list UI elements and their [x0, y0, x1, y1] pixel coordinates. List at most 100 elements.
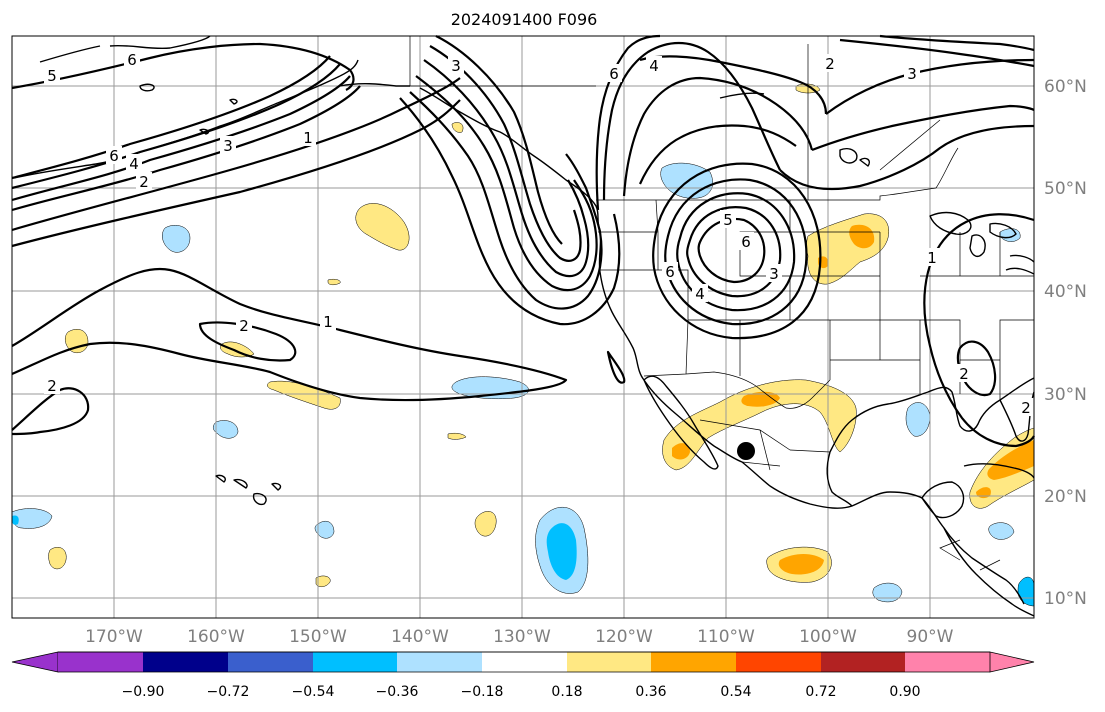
colorbar-tick-label: −0.72: [207, 684, 250, 700]
lat-label: 50°N: [1044, 179, 1087, 199]
great-lakes-coastline: [969, 222, 1017, 258]
lon-label: 160°W: [187, 627, 245, 647]
colorbar-segment: [651, 652, 736, 672]
map-panel: 5 6 3 4 6 2 1 6 3 4 2 5 6 3: [11, 34, 1035, 619]
contour-line: [11, 99, 461, 248]
contour-line: [11, 77, 461, 232]
hawaii-coastline: [215, 474, 282, 506]
positive-anomaly-patch: [447, 432, 467, 440]
colorbar-segment: [821, 652, 905, 672]
positive-anomaly-core: [849, 224, 875, 249]
colorbar-tick-label: −0.54: [292, 684, 335, 700]
us-mexico-border: [643, 371, 831, 409]
colorbar-segment: [397, 652, 482, 672]
us-canada-border: [596, 187, 937, 201]
colorbar: −0.90 −0.72 −0.54 −0.36 −0.18 0.18 0.36 …: [11, 651, 1035, 700]
map-title: 2024091400 F096: [451, 10, 598, 29]
contour-label: 1: [323, 313, 333, 331]
contour-line: [435, 35, 563, 245]
lon-label: 170°W: [85, 627, 143, 647]
contour-line: [11, 55, 331, 180]
positive-anomaly-patch: [451, 122, 464, 133]
contour-line: [11, 267, 568, 402]
great-lakes-coastline: [1005, 254, 1035, 275]
colorbar-tick-label: 0.36: [635, 684, 666, 700]
contour-label: 3: [907, 65, 917, 83]
contour-line: [11, 75, 351, 202]
positive-anomaly-core: [672, 443, 690, 460]
positive-anomaly-patch: [220, 341, 255, 358]
lon-label: 130°W: [493, 627, 551, 647]
mexico-east-coastline: [826, 451, 853, 507]
map-background: [12, 36, 1034, 618]
contour-label: 2: [239, 317, 249, 335]
contour-label: 6: [127, 51, 137, 69]
negative-anomaly-patch: [988, 522, 1015, 540]
colorbar-tick-label: 0.72: [805, 684, 836, 700]
positive-anomaly-core: [778, 554, 824, 575]
lon-label: 90°W: [907, 627, 954, 647]
lat-label: 30°N: [1044, 385, 1087, 405]
colorbar-segment: [905, 652, 990, 672]
lon-label: 120°W: [595, 627, 653, 647]
contour-line: [11, 85, 361, 212]
longitude-labels: 170°W 160°W 150°W 140°W 130°W 120°W 110°…: [85, 627, 954, 647]
contour-label: 3: [223, 137, 233, 155]
colorbar-extend-high: [989, 651, 1035, 673]
political-borders: [409, 36, 1034, 571]
baja-coastline: [643, 375, 719, 470]
contour-line: [779, 124, 1035, 191]
contour-label: 1: [303, 129, 313, 147]
colorbar-extend-low: [11, 651, 59, 673]
contour-label: 2: [825, 55, 835, 73]
positive-anomaly-patch: [48, 547, 67, 570]
contour-line: [697, 217, 766, 284]
contour-line: [606, 350, 626, 384]
positive-anomaly-patch: [65, 329, 89, 353]
contour-line: [415, 75, 598, 292]
contour-label: 2: [47, 377, 57, 395]
contour-label: 5: [47, 67, 57, 85]
contour-line: [429, 45, 582, 262]
positive-anomaly-core: [741, 391, 780, 407]
colorbar-tick-label: −0.36: [376, 684, 419, 700]
contour-label: 1: [927, 249, 937, 267]
lat-label: 60°N: [1044, 77, 1087, 97]
lat-label: 10°N: [1044, 589, 1087, 609]
contour-line: [11, 387, 90, 436]
alaska-coastline: [39, 35, 211, 63]
colorbar-segment: [228, 652, 313, 672]
cuba-coastline: [963, 463, 1035, 479]
negative-anomaly-patch: [162, 225, 191, 253]
us-state-borders: [598, 199, 921, 394]
contour-label: 5: [723, 211, 733, 229]
colorbar-segment: [58, 652, 143, 672]
contour-label: 6: [609, 65, 619, 83]
gulf-coastline: [829, 377, 1035, 453]
great-lakes-coastline: [929, 211, 972, 235]
lon-label: 140°W: [391, 627, 449, 647]
contour-line: [595, 34, 661, 211]
contour-line: [811, 104, 1035, 152]
contour-label: 2: [1021, 399, 1031, 417]
contour-line: [686, 206, 782, 298]
contour-line: [622, 76, 814, 197]
colorbar-tick-label: −0.90: [122, 684, 165, 700]
contour-line: [409, 91, 603, 310]
canada-province-border: [807, 44, 959, 200]
positive-anomaly-patch: [355, 203, 410, 251]
contour-label: 4: [695, 285, 705, 303]
colorbar-segment: [143, 652, 228, 672]
contour-label: 6: [109, 147, 119, 165]
negative-anomaly-core: [12, 515, 19, 525]
contour-label: 4: [649, 57, 659, 75]
colorbar-tick-label: 0.90: [889, 684, 920, 700]
contour-label-group: 5 6 3 4 6 2 1 6 3 4 2 5 6 3: [44, 50, 1034, 417]
lon-label: 100°W: [799, 627, 857, 647]
contour-line: [839, 38, 1035, 68]
alaska-canada-border: [409, 36, 596, 87]
contour-line: [652, 162, 822, 340]
negative-anomaly-patch: [213, 420, 239, 439]
contour-label: 2: [139, 173, 149, 191]
